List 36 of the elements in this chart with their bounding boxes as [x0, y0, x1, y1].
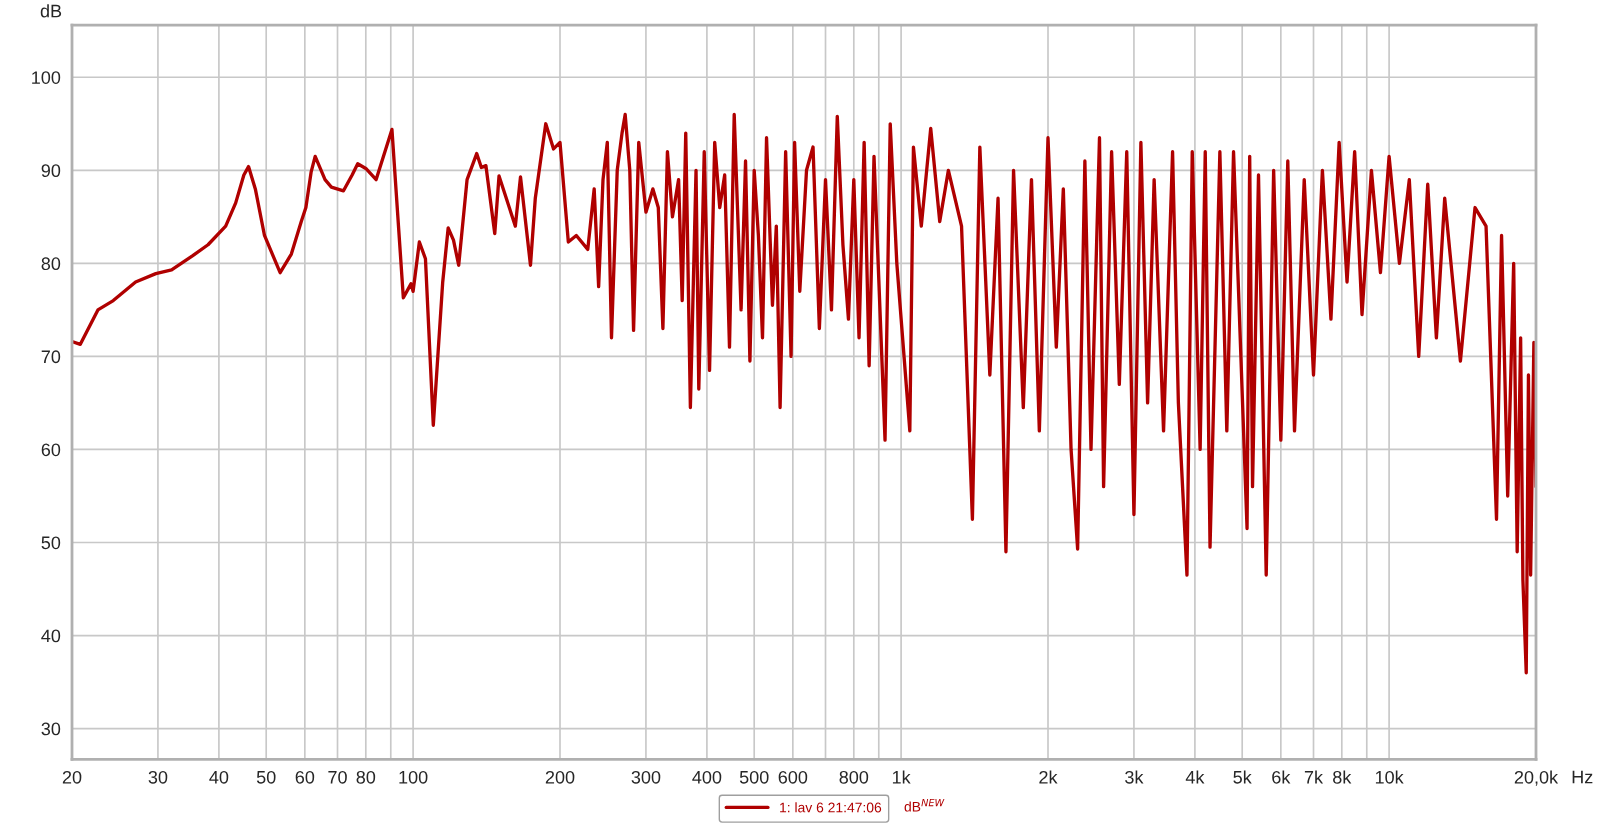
y-tick-label: 50: [41, 536, 61, 550]
x-tick-label: 10k: [1375, 770, 1404, 784]
x-tick-label: 70: [328, 770, 347, 784]
x-tick-label: 50: [256, 770, 276, 784]
x-tick-label: 60: [295, 770, 315, 784]
y-tick-label: 30: [41, 722, 61, 736]
x-tick-label: 30: [148, 770, 168, 784]
y-tick-label: 40: [41, 629, 61, 643]
x-axis-title: Hz: [1572, 770, 1593, 784]
x-tick-label: 40: [209, 770, 229, 784]
x-tick-label: 400: [692, 770, 722, 784]
x-tick-label: 6k: [1272, 770, 1291, 784]
x-tick-label: 20,0k: [1514, 770, 1559, 786]
x-tick-label: 100: [399, 770, 428, 784]
x-tick-label: 300: [631, 770, 661, 784]
x-tick-label: 20: [62, 770, 82, 784]
legend-label: 1: lav 6 21:47:06: [780, 802, 882, 813]
text: dB$^{NEW}$: [904, 799, 945, 812]
x-tick-label: 3k: [1125, 770, 1144, 784]
x-tick-label: 2k: [1039, 770, 1058, 784]
x-tick-label: 5k: [1233, 770, 1252, 784]
x-tick-label: 4k: [1185, 770, 1205, 784]
x-tick-label: 7k: [1304, 770, 1324, 784]
x-tick-label: 200: [545, 770, 575, 784]
y-tick-label: 100: [32, 71, 61, 84]
x-tick-label: 500: [739, 770, 769, 784]
y-tick-label: 70: [41, 350, 61, 364]
y-tick-label: 90: [41, 164, 61, 178]
y-tick-label: 60: [41, 443, 61, 457]
y-tick-label: 80: [41, 257, 61, 271]
x-tick-label: 1k: [892, 770, 911, 784]
y-axis-title: dB: [40, 4, 62, 18]
x-tick-label: 600: [778, 770, 808, 784]
x-tick-label: 800: [839, 770, 869, 784]
x-tick-label: 80: [356, 770, 376, 784]
x-tick-label: 8k: [1333, 770, 1352, 784]
